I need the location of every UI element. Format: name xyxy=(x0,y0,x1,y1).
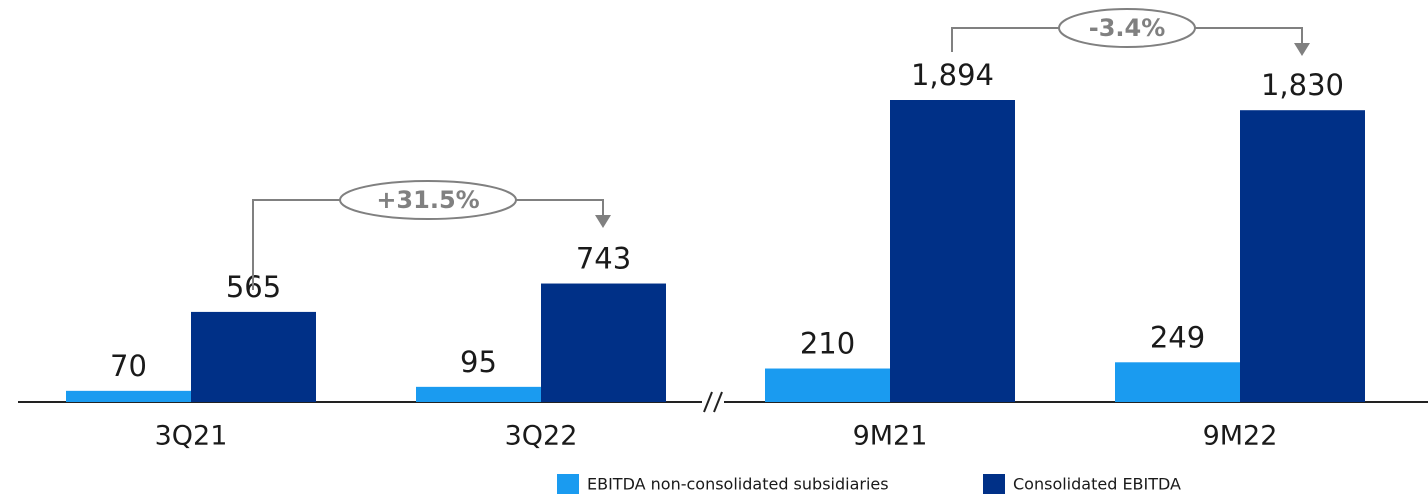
annotation: -3.4% xyxy=(1089,14,1166,42)
value-label: 1,894 xyxy=(911,58,994,92)
axis-break xyxy=(703,391,713,413)
value-label: 210 xyxy=(800,327,855,361)
value-label: 70 xyxy=(110,349,147,383)
bar xyxy=(191,311,316,402)
axis-break xyxy=(713,391,723,413)
x-tick-label: 9M22 xyxy=(1203,421,1278,452)
legend-swatch xyxy=(983,474,1005,494)
arrowhead xyxy=(595,215,611,228)
legend-label: EBITDA non-consolidated subsidiaries xyxy=(587,475,889,494)
x-tick-label: 3Q21 xyxy=(155,421,228,452)
annotation-bubble xyxy=(1058,8,1196,48)
bar xyxy=(890,100,1015,402)
x-tick-label: 3Q22 xyxy=(505,421,578,452)
annotation-bubble xyxy=(339,180,517,220)
arrowhead xyxy=(1294,43,1310,56)
value-label: 1,830 xyxy=(1261,68,1344,102)
bar xyxy=(765,368,890,402)
bar xyxy=(541,283,666,402)
x-tick-label: 9M21 xyxy=(853,421,928,452)
legend-swatch xyxy=(557,474,579,494)
bar xyxy=(1115,362,1240,402)
bar xyxy=(416,386,541,402)
axis-break-gap xyxy=(702,392,724,412)
value-label: 743 xyxy=(576,242,631,276)
legend-label: Consolidated EBITDA xyxy=(1013,475,1181,494)
annotation: +31.5% xyxy=(376,186,479,214)
bar xyxy=(66,390,191,402)
value-label: 249 xyxy=(1150,320,1205,354)
bar xyxy=(1240,110,1365,402)
value-label: 95 xyxy=(460,345,497,379)
